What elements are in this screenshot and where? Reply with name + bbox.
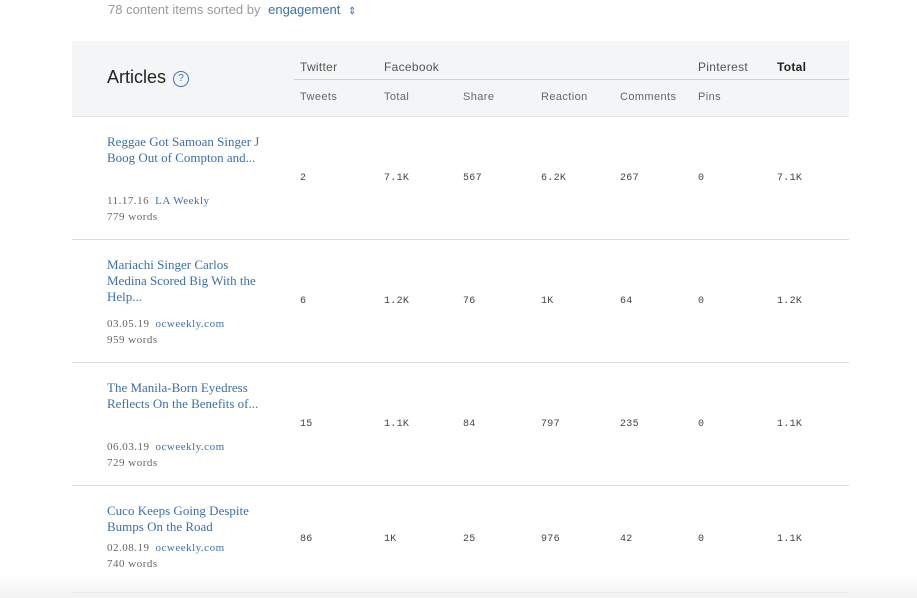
col-facebook-total[interactable]: Total	[384, 91, 410, 103]
cell-pins: 0	[698, 296, 705, 307]
results-count-text: 78 content items sorted by	[108, 2, 261, 17]
sort-arrows-icon[interactable]: ⇕	[348, 6, 357, 17]
cell-reaction: 797	[541, 419, 560, 430]
cell-comments: 235	[620, 419, 639, 430]
article-word-count: 779 words	[107, 211, 158, 223]
col-comments[interactable]: Comments	[620, 91, 677, 103]
article-meta: 11.17.16 LA Weekly	[107, 195, 210, 207]
article-date: 02.08.19	[107, 542, 150, 554]
article-source-link[interactable]: ocweekly.com	[155, 542, 225, 554]
article-source-link[interactable]: ocweekly.com	[155, 441, 225, 453]
cell-share: 567	[463, 173, 482, 184]
col-share[interactable]: Share	[463, 91, 495, 103]
article-title-link[interactable]: Mariachi Singer Carlos Medina Scored Big…	[107, 257, 256, 304]
table-row: Reggae Got Samoan Singer J Boog Out of C…	[72, 117, 849, 240]
article-source-link[interactable]: LA Weekly	[155, 195, 210, 207]
cell-comments: 64	[620, 296, 633, 307]
cell-tweets: 6	[300, 296, 307, 307]
results-summary: 78 content items sorted by engagement ⇕	[108, 2, 356, 17]
article-title-link[interactable]: Reggae Got Samoan Singer J Boog Out of C…	[107, 134, 260, 165]
table-title: Articles	[107, 67, 167, 87]
bottom-fade	[0, 574, 917, 598]
cell-facebook-total: 1K	[384, 534, 397, 545]
article-meta: 03.05.19 ocweekly.com	[107, 318, 225, 330]
header-divider	[294, 79, 849, 80]
article-word-count: 729 words	[107, 457, 158, 469]
cell-share: 25	[463, 534, 476, 545]
table-row: Cuco Keeps Going Despite Bumps On the Ro…	[72, 486, 849, 593]
cell-total: 1.1K	[777, 534, 803, 545]
cell-facebook-total: 7.1K	[384, 173, 410, 184]
cell-share: 84	[463, 419, 476, 430]
cell-reaction: 976	[541, 534, 560, 545]
article-meta: 06.03.19 ocweekly.com	[107, 441, 225, 453]
group-twitter: Twitter	[300, 60, 338, 74]
table-row: The Manila-Born Eyedress Reflects On the…	[72, 363, 849, 486]
cell-tweets: 2	[300, 173, 307, 184]
cell-pins: 0	[698, 534, 705, 545]
group-total[interactable]: Total	[777, 60, 807, 74]
article-word-count: 959 words	[107, 334, 158, 346]
col-tweets[interactable]: Tweets	[300, 91, 338, 103]
cell-tweets: 86	[300, 534, 313, 545]
table-row: Mariachi Singer Carlos Medina Scored Big…	[72, 240, 849, 363]
col-pins[interactable]: Pins	[698, 91, 721, 103]
article-word-count: 740 words	[107, 558, 158, 570]
cell-facebook-total: 1.1K	[384, 419, 410, 430]
cell-total: 1.2K	[777, 296, 803, 307]
article-date: 06.03.19	[107, 441, 150, 453]
cell-total: 1.1K	[777, 419, 803, 430]
cell-pins: 0	[698, 173, 705, 184]
article-meta: 02.08.19 ocweekly.com	[107, 542, 225, 554]
sort-dropdown[interactable]: engagement	[268, 2, 341, 17]
cell-reaction: 1K	[541, 296, 554, 307]
cell-comments: 42	[620, 534, 633, 545]
cell-pins: 0	[698, 419, 705, 430]
article-date: 03.05.19	[107, 318, 150, 330]
article-title-link[interactable]: Cuco Keeps Going Despite Bumps On the Ro…	[107, 503, 249, 534]
cell-tweets: 15	[300, 419, 313, 430]
table-header: Articles ? Twitter Facebook Pinterest To…	[72, 41, 849, 117]
article-date: 11.17.16	[107, 195, 150, 207]
col-reaction[interactable]: Reaction	[541, 91, 588, 103]
cell-reaction: 6.2K	[541, 173, 567, 184]
article-source-link[interactable]: ocweekly.com	[155, 318, 225, 330]
article-title-link[interactable]: The Manila-Born Eyedress Reflects On the…	[107, 380, 259, 411]
cell-share: 76	[463, 296, 476, 307]
cell-comments: 267	[620, 173, 639, 184]
cell-facebook-total: 1.2K	[384, 296, 410, 307]
group-pinterest: Pinterest	[698, 60, 749, 74]
articles-table: Articles ? Twitter Facebook Pinterest To…	[72, 41, 849, 593]
group-facebook: Facebook	[384, 60, 440, 74]
cell-total: 7.1K	[777, 173, 803, 184]
help-icon[interactable]: ?	[173, 71, 189, 87]
